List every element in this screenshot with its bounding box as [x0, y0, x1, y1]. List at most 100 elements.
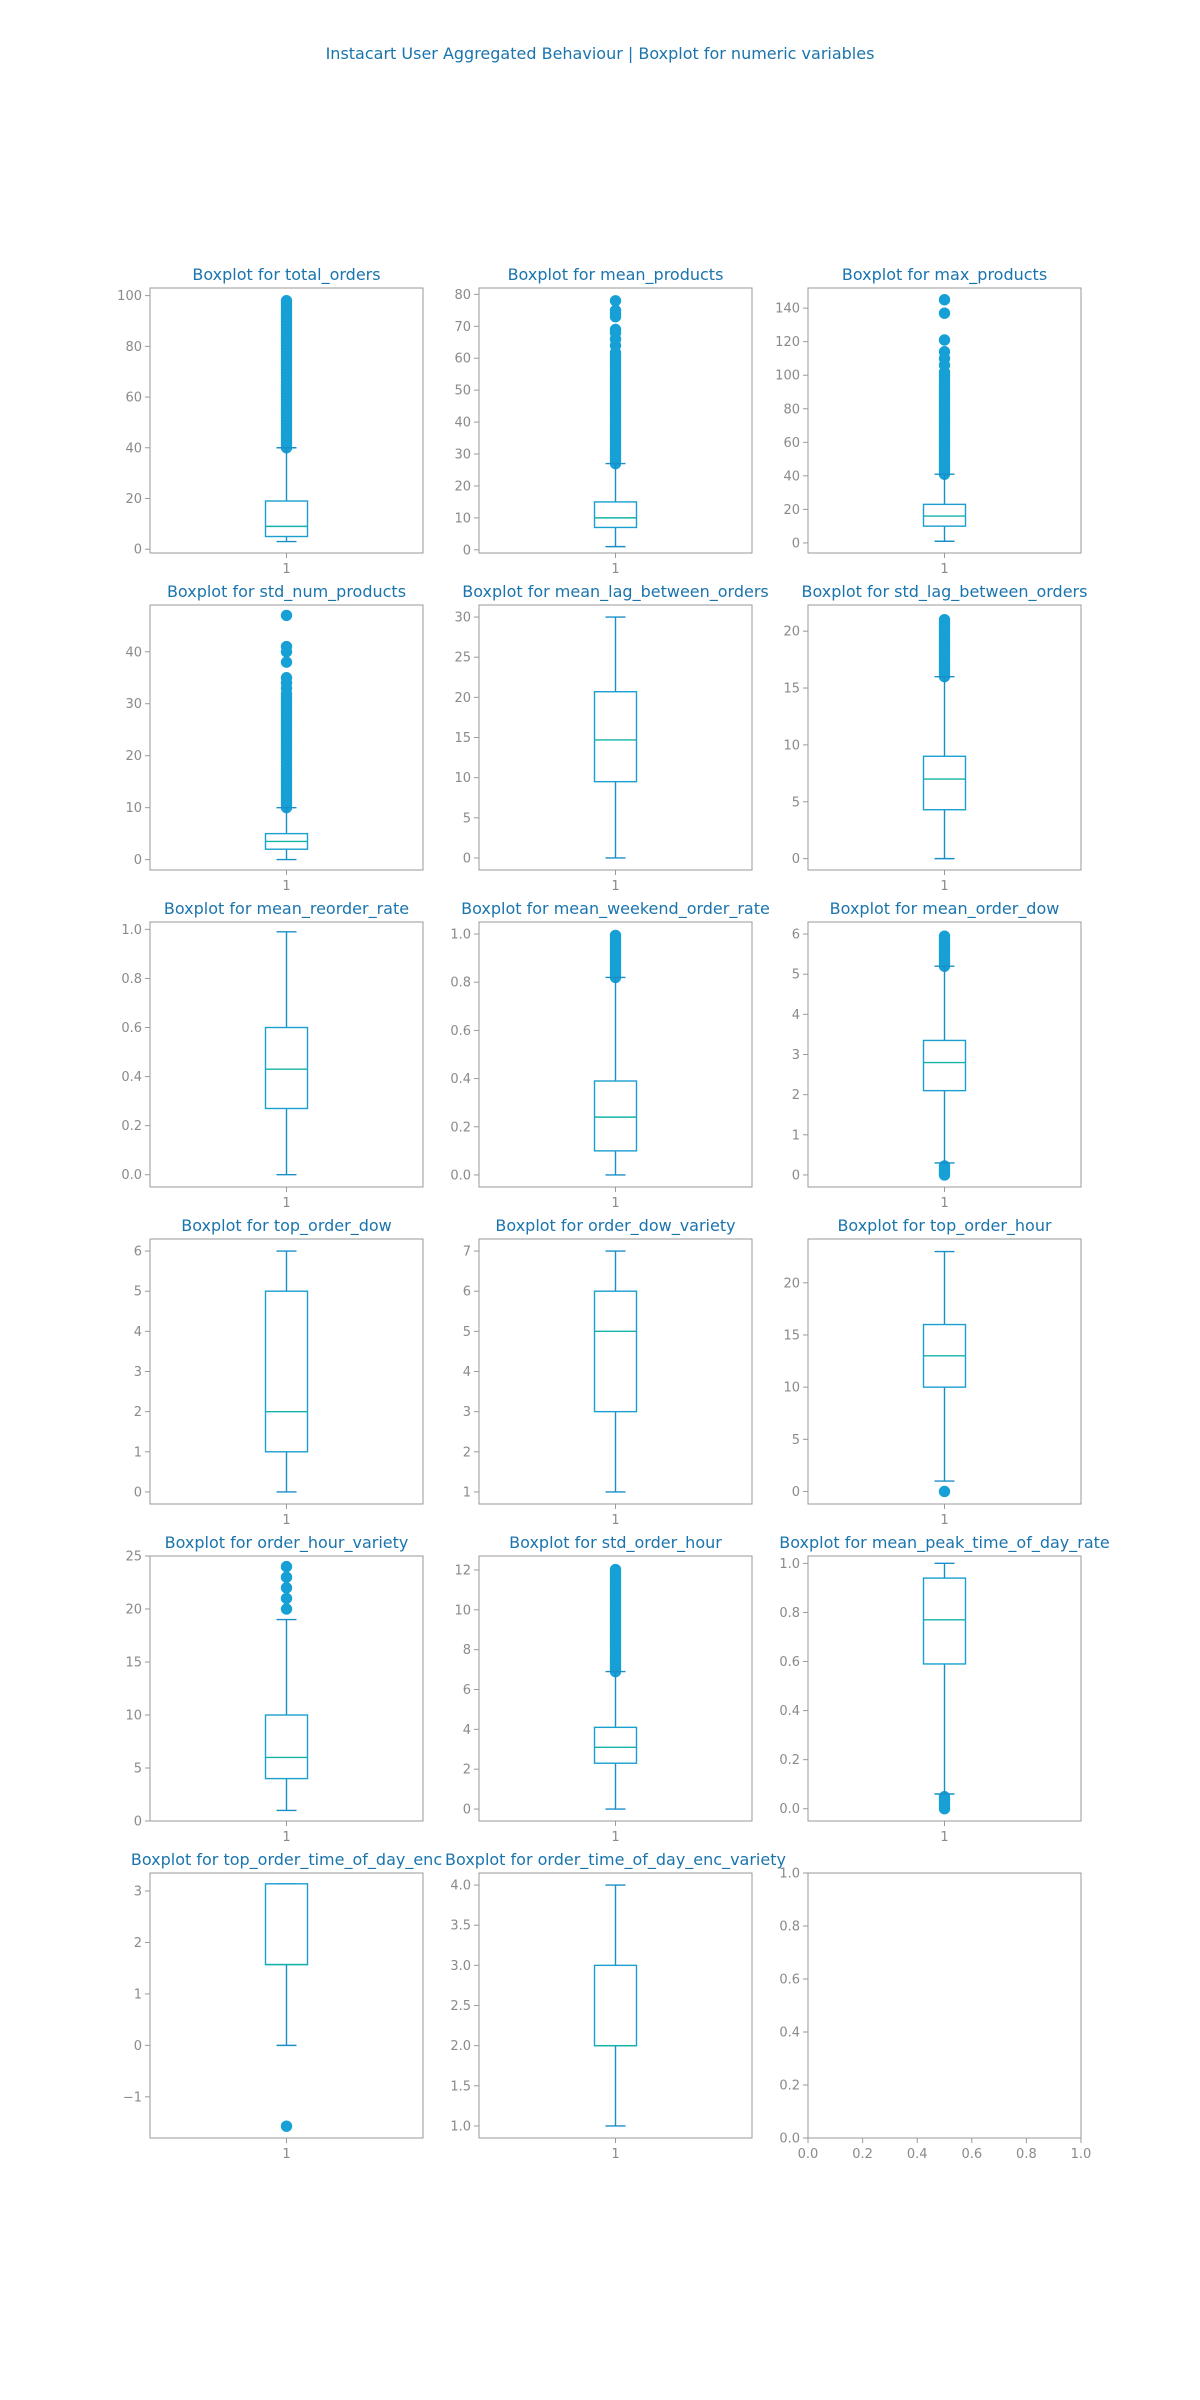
- y-tick-label: 0: [134, 853, 142, 868]
- y-tick-label: 20: [783, 625, 800, 640]
- iqr-box: [264, 1290, 309, 1453]
- y-tick-label: 40: [125, 441, 142, 456]
- y-tick-label: 6: [463, 1285, 471, 1300]
- x-tick-label: 1: [611, 2147, 619, 2162]
- y-tick-label: 0.8: [779, 1920, 800, 1935]
- subplot-title: Boxplot for mean_weekend_order_rate: [461, 899, 770, 919]
- y-tick-label: 15: [125, 1656, 142, 1671]
- y-tick-label: 12: [454, 1563, 471, 1578]
- y-tick-label: 80: [783, 402, 800, 417]
- subplot-title: Boxplot for mean_products: [508, 265, 724, 285]
- x-tick-label: 1.0: [1071, 2147, 1092, 2162]
- x-tick-label: 1: [940, 562, 948, 577]
- subplot-4: Boxplot for std_num_products 0 10 20 30 40 1: [125, 582, 424, 894]
- y-tick-label: 0: [792, 536, 800, 551]
- x-tick-label: 0.8: [1016, 2147, 1037, 2162]
- y-tick-label: 50: [454, 384, 471, 399]
- y-tick-label: 20: [454, 691, 471, 706]
- flier-group: [609, 929, 622, 984]
- subplot-title: Boxplot for max_products: [842, 265, 1047, 285]
- flier-point: [280, 1571, 293, 1583]
- y-tick-label: 6: [463, 1683, 471, 1698]
- y-tick-label: 1.0: [450, 928, 471, 943]
- subplot-11: Boxplot for order_dow_variety 1 2 3 4 5 6 7 1: [463, 1216, 753, 1528]
- y-tick-label: 0.0: [779, 2132, 800, 2147]
- y-tick-label: 10: [454, 511, 471, 526]
- x-tick-label: 1: [940, 1830, 948, 1845]
- y-tick-label: 0.6: [779, 1973, 800, 1988]
- y-tick-label: 1: [463, 1485, 471, 1500]
- y-tick-label: 25: [454, 651, 471, 666]
- x-tick-label: 1: [282, 1830, 290, 1845]
- y-tick-label: 20: [125, 1603, 142, 1618]
- y-tick-label: 60: [454, 352, 471, 367]
- y-tick-label: 30: [454, 448, 471, 463]
- y-tick-label: 2: [463, 1445, 471, 1460]
- y-tick-label: 5: [792, 1433, 800, 1448]
- subplot-9: Boxplot for mean_order_dow 0 1 2 3 4 5 6 1: [792, 899, 1082, 1211]
- flier-point: [280, 1603, 293, 1615]
- y-tick-label: 3.5: [450, 1919, 471, 1934]
- flier-point: [938, 1485, 951, 1498]
- subplot-8: Boxplot for mean_weekend_order_rate 0.0 0.…: [450, 899, 770, 1211]
- x-tick-label: 1: [282, 2147, 290, 2162]
- y-tick-label: 0: [792, 1168, 800, 1183]
- subplot-title: Boxplot for order_hour_variety: [165, 1533, 409, 1553]
- x-tick-label: 1: [940, 1513, 948, 1528]
- y-tick-label: 6: [134, 1245, 142, 1260]
- flier-point: [938, 307, 951, 319]
- y-tick-label: −1: [123, 2090, 142, 2105]
- y-tick-label: 20: [125, 492, 142, 507]
- x-tick-label: 1: [282, 1513, 290, 1528]
- y-tick-label: 1: [134, 1445, 142, 1460]
- subplot-title: Boxplot for mean_order_dow: [830, 899, 1060, 919]
- x-tick-label: 0.0: [798, 2147, 819, 2162]
- y-tick-label: 100: [117, 289, 142, 304]
- y-tick-label: 0.2: [779, 1753, 800, 1768]
- y-tick-label: 0.8: [121, 972, 142, 987]
- flier-group: [280, 1560, 293, 1615]
- y-tick-label: 5: [134, 1762, 142, 1777]
- y-tick-label: 0: [463, 543, 471, 558]
- y-tick-label: 10: [454, 771, 471, 786]
- y-tick-label: 0: [463, 1803, 471, 1818]
- iqr-box: [264, 500, 309, 538]
- x-tick-label: 1: [611, 879, 619, 894]
- y-tick-label: 15: [783, 1328, 800, 1343]
- flier-group: [280, 295, 293, 454]
- figure-title: Instacart User Aggregated Behaviour | Bo…: [326, 44, 875, 63]
- y-tick-label: 1.0: [779, 1867, 800, 1882]
- y-tick-label: 0.0: [450, 1168, 471, 1183]
- y-tick-label: 15: [783, 682, 800, 697]
- flier-point: [938, 294, 951, 306]
- x-tick-label: 1: [282, 562, 290, 577]
- y-tick-label: 4: [463, 1365, 471, 1380]
- y-tick-label: 60: [783, 436, 800, 451]
- y-tick-label: 3.0: [450, 1959, 471, 1974]
- y-tick-label: 10: [454, 1603, 471, 1618]
- flier-group: [938, 294, 951, 480]
- y-tick-label: 1.0: [450, 2119, 471, 2134]
- y-tick-label: 0: [134, 1815, 142, 1830]
- subplot-title: Boxplot for std_order_hour: [509, 1533, 722, 1553]
- x-tick-label: 1: [611, 1830, 619, 1845]
- subplot-title: Boxplot for mean_reorder_rate: [164, 899, 409, 919]
- x-tick-label: 1: [282, 879, 290, 894]
- flier-group: [609, 295, 622, 470]
- flier-point: [280, 1592, 293, 1605]
- flier-point: [609, 304, 622, 317]
- subplot-2: Boxplot for mean_products 0 10 20 30 40 50 60 70…: [454, 265, 753, 577]
- iqr-box: [922, 755, 967, 811]
- subplot-grid: Boxplot for total_orders0204060801001Box…: [117, 265, 1110, 2162]
- y-tick-label: 0.8: [450, 976, 471, 991]
- y-tick-label: 30: [125, 697, 142, 712]
- subplot-10: Boxplot for top_order_dow 0 1 2 3 4 5 6 1: [134, 1216, 424, 1528]
- y-tick-label: 6: [792, 928, 800, 943]
- y-tick-label: 0: [792, 1485, 800, 1500]
- subplot-title: Boxplot for top_order_time_of_day_enc: [131, 1850, 442, 1870]
- y-tick-label: 1.0: [121, 923, 142, 938]
- y-tick-label: 0.4: [779, 1704, 800, 1719]
- flier-group: [938, 613, 951, 683]
- y-tick-label: 80: [454, 288, 471, 303]
- y-tick-label: 10: [125, 801, 142, 816]
